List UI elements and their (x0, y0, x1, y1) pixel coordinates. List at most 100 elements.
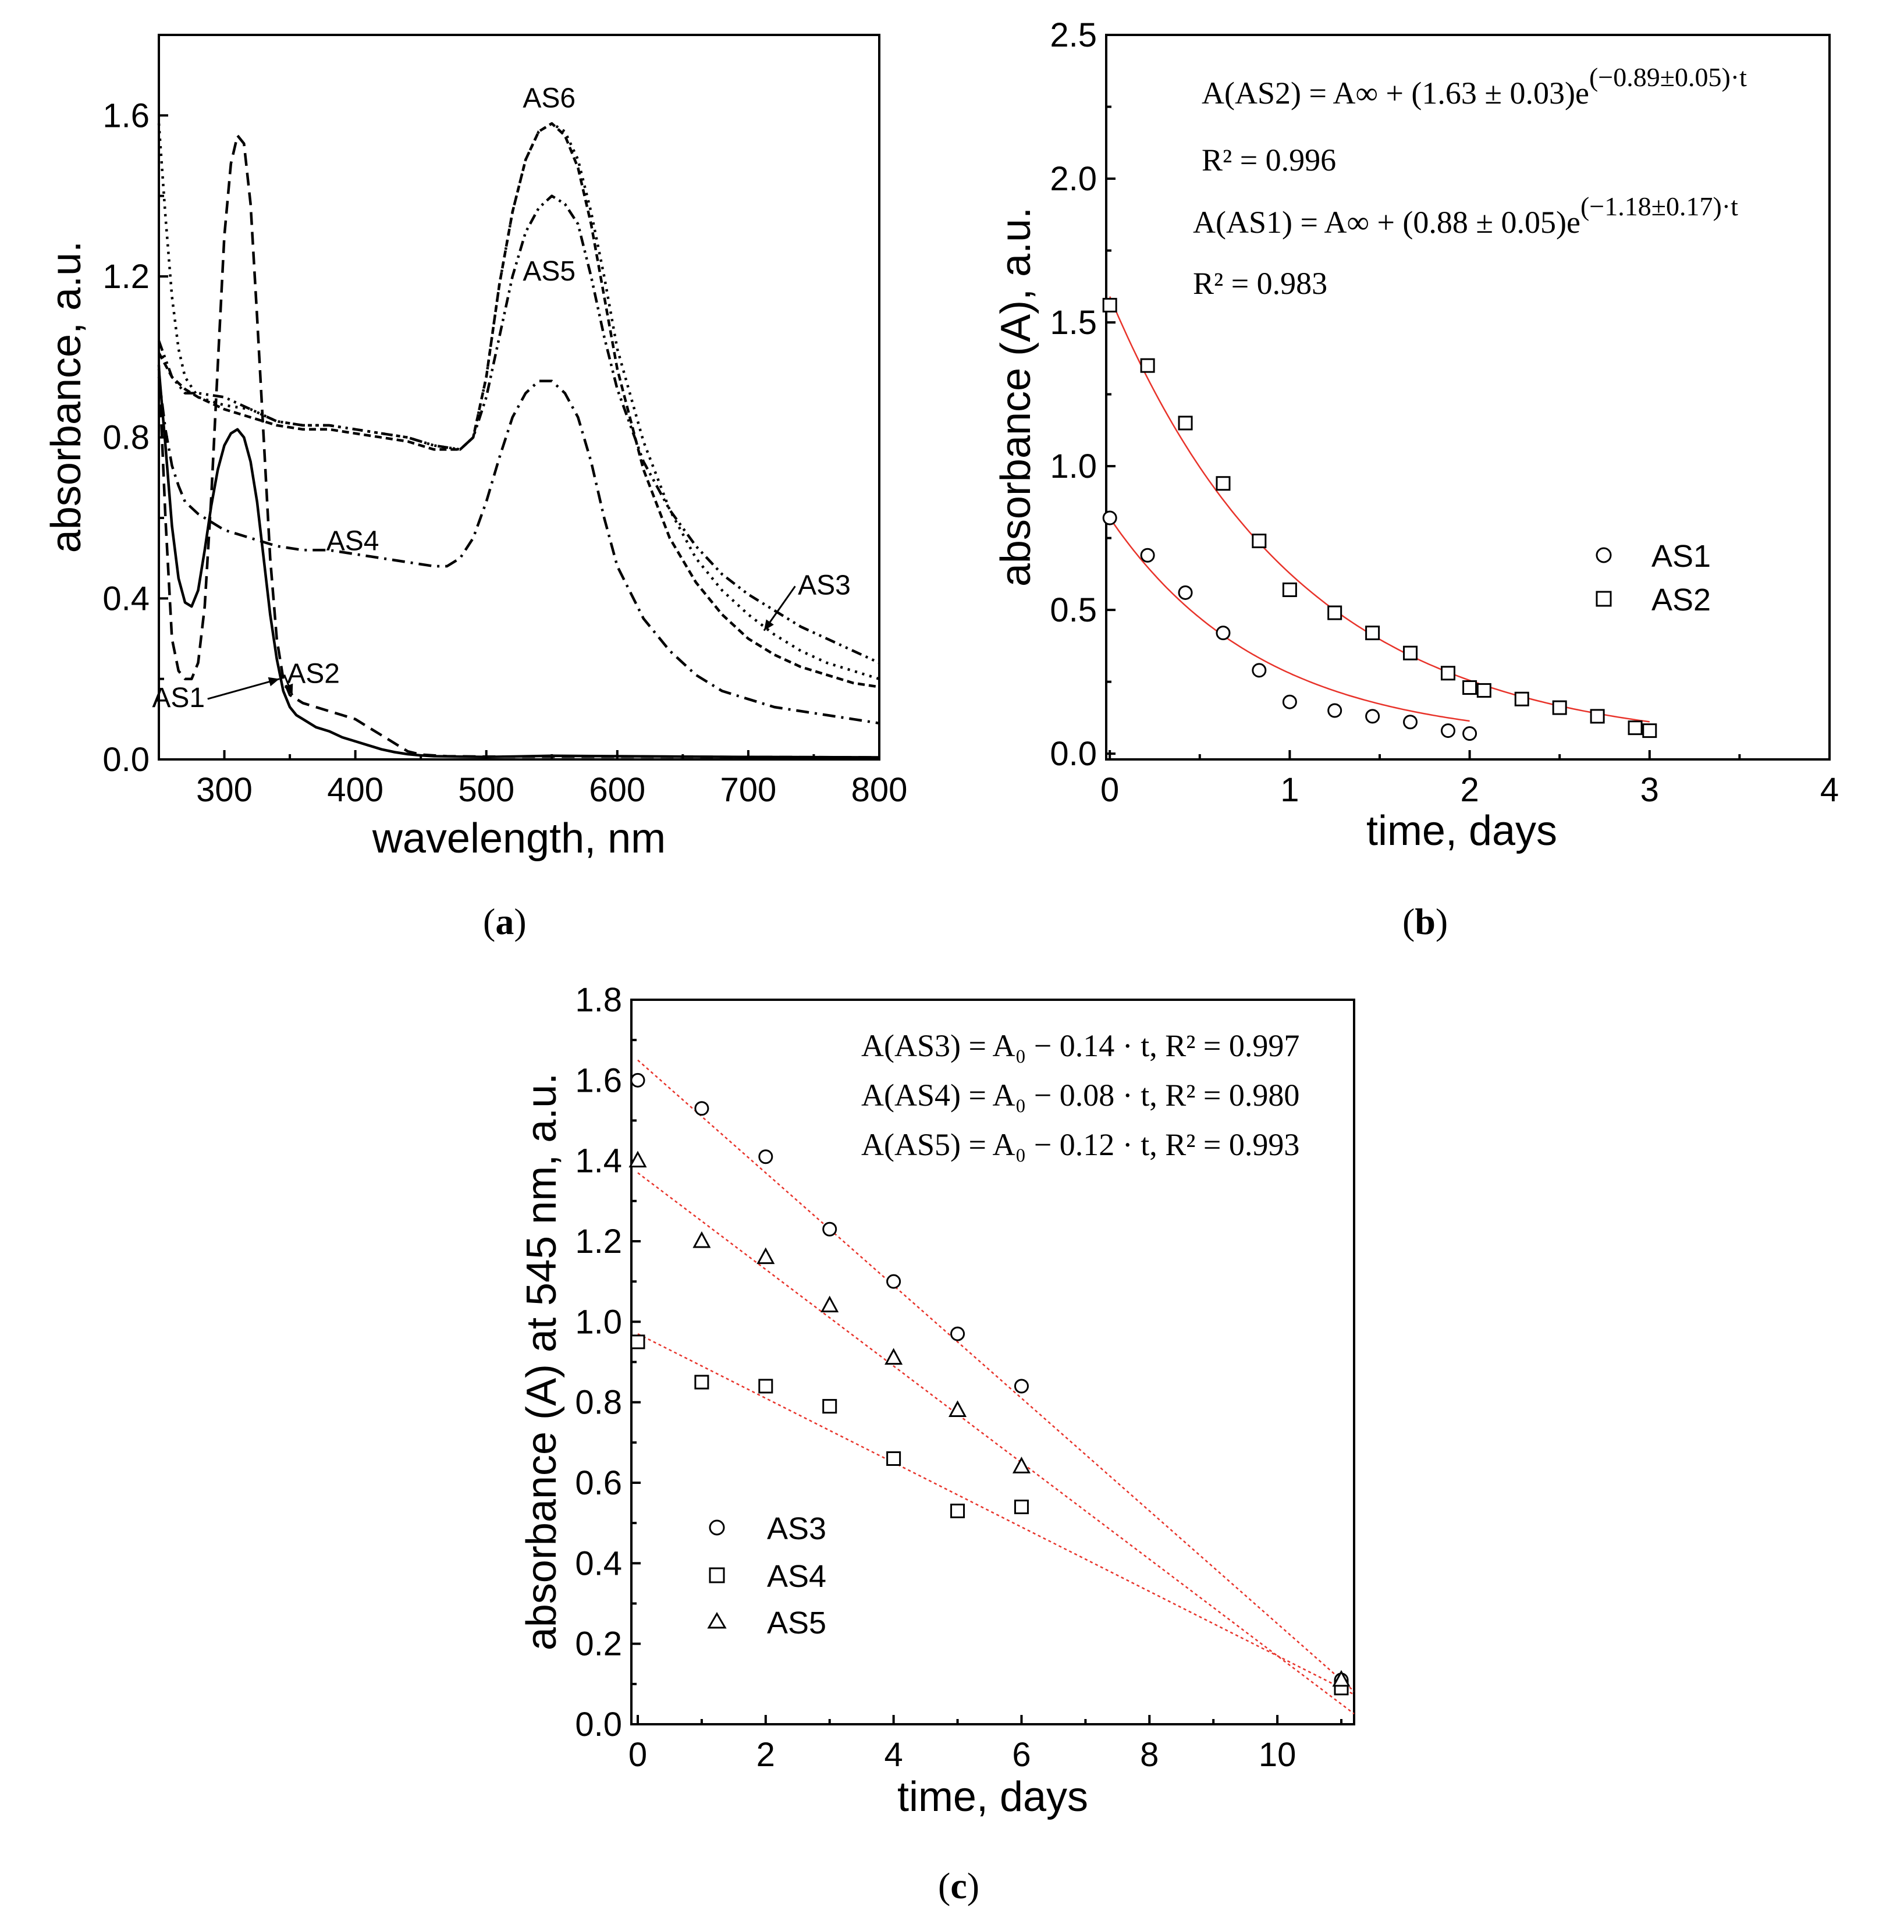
panel-b-ytick-label: 2.0 (1050, 160, 1097, 198)
panel-a-series-as5 (158, 122, 880, 688)
panel-c-caption-letter: c (950, 1865, 967, 1906)
panel-b-point-as2 (1552, 700, 1567, 715)
panel-a-ytick-label: 0.8 (102, 419, 150, 457)
panel-b: 0 1 2 3 4 0.0 0.5 1.0 1.5 2.0 2.5 A(AS2) = A∞ + (1… (993, 16, 1839, 942)
panel-c-legend: AS3 AS4 AS5 (707, 1511, 826, 1640)
panel-a-series-as6 (157, 122, 880, 680)
panel-c-xtick-label: 6 (1012, 1736, 1031, 1774)
panel-a-label-as4: AS4 (326, 525, 379, 556)
panel-c-point-as5 (692, 1231, 711, 1248)
panel-b-caption: (b) (1402, 901, 1448, 942)
panel-b-point-as1 (1102, 510, 1117, 525)
panel-a-xtick-label: 700 (720, 771, 777, 809)
panel-b-point-as2 (1403, 645, 1418, 660)
panel-c-ytick-label: 0.6 (575, 1464, 622, 1502)
panel-c-point-as5 (1012, 1457, 1031, 1473)
panel-a-xtick-label: 800 (851, 771, 908, 809)
panel-b-equation-2: R² = 0.996 (1202, 143, 1336, 177)
legend-as1-marker (1596, 547, 1612, 563)
panel-c-point-as3 (694, 1101, 709, 1116)
panel-b-xtick-label: 4 (1820, 771, 1839, 809)
panel-b-point-as2 (1440, 666, 1455, 681)
panel-c-point-as4 (950, 1503, 965, 1518)
panel-b-point-as2 (1476, 683, 1491, 698)
panel-b-xtick-label: 2 (1460, 771, 1479, 809)
panel-c-point-as4 (630, 1334, 645, 1349)
panel-a-ytick-label: 0.0 (102, 741, 150, 779)
panel-c-point-as3 (1014, 1379, 1029, 1394)
panel-b-point-as1 (1282, 694, 1297, 709)
panel-c-ytick-label: 0.4 (575, 1544, 622, 1582)
panel-c-xtick-label: 0 (628, 1736, 647, 1774)
legend-as5-marker (707, 1612, 727, 1629)
panel-c-point-as5 (756, 1247, 775, 1265)
panel-a-label-as1: AS1 (152, 683, 205, 713)
panel-c-xtick-label: 4 (884, 1736, 903, 1774)
panel-c-point-as3 (886, 1274, 901, 1289)
panel-a-series-as2 (157, 134, 880, 759)
panel-c-point-as5 (949, 1400, 967, 1417)
panel-c-point-as3 (822, 1221, 837, 1237)
panel-c-point-as5 (628, 1150, 647, 1168)
panel-b-ytick-label: 1.5 (1050, 304, 1097, 342)
panel-b-point-as1 (1462, 726, 1477, 741)
panel-c-ylabel: absorbance (A) at 545 nm, a.u. (518, 1073, 565, 1651)
panel-c-ytick-label: 1.6 (575, 1061, 622, 1099)
panel-c-ytick-label: 1.4 (575, 1142, 622, 1180)
panel-a-xtick-label: 400 (327, 771, 383, 809)
panel-b-ytick-label: 2.5 (1050, 16, 1097, 54)
panel-c-ytick-label: 1.8 (575, 981, 622, 1019)
panel-b-legend: AS1 AS2 (1596, 539, 1711, 617)
panel-c-point-as4 (1014, 1500, 1029, 1514)
panel-b-ytick-label: 1.0 (1050, 448, 1097, 485)
panel-a-ytick-label: 0.4 (102, 580, 150, 617)
panel-c-point-as5 (1332, 1670, 1351, 1687)
legend-as5-label: AS5 (767, 1606, 826, 1640)
panel-b-equation-3: A(AS1) = A∞ + (0.88 ± 0.05)e(−1.18±0.17)… (1193, 191, 1738, 240)
panel-c-point-as3 (758, 1149, 773, 1164)
panel-c-ytick-label: 1.0 (575, 1303, 622, 1341)
panel-a-xtick-label: 300 (196, 771, 253, 809)
panel-a-arrowhead-as1 (268, 677, 280, 687)
panel-b-equation-1: A(AS2) = A∞ + (1.63 ± 0.03)e(−0.89±0.05)… (1202, 62, 1747, 111)
panel-b-fit-as1 (1109, 517, 1470, 722)
panel-c-point-as5 (884, 1348, 903, 1365)
panel-b-point-as1 (1365, 709, 1380, 724)
panel-b-point-as2 (1140, 358, 1155, 373)
legend-as4-label: AS4 (767, 1559, 826, 1594)
legend-as3-marker (709, 1519, 725, 1536)
panel-c-ytick-label: 1.2 (575, 1223, 622, 1260)
panel-a-label-as3: AS3 (798, 570, 851, 601)
panel-b-xtick-label: 1 (1280, 771, 1299, 809)
panel-a-arrow-as1 (207, 678, 280, 700)
panel-c-point-as4 (822, 1399, 837, 1414)
panel-c-point-as3 (630, 1072, 645, 1088)
legend-as1-label: AS1 (1651, 539, 1711, 574)
legend-as3-label: AS3 (767, 1511, 826, 1546)
panel-b-point-as2 (1462, 680, 1477, 695)
panel-a-arrowhead-as2 (284, 683, 293, 695)
panel-a-caption: (a) (483, 901, 527, 942)
panel-a-caption-letter: a (495, 901, 514, 942)
panel-b-point-as1 (1440, 723, 1455, 738)
panel-b-point-as1 (1327, 703, 1342, 718)
panel-b-xtick-label: 0 (1100, 771, 1119, 809)
panel-b-frame (1105, 34, 1831, 761)
panel-c-equation-2: A(AS4) = A₀ − 0.08 · t, R² = 0.980 (861, 1078, 1299, 1113)
panel-b-point-as2 (1282, 583, 1297, 598)
panel-c-ytick-label: 0.0 (575, 1706, 622, 1743)
panel-b-point-as2 (1590, 709, 1605, 724)
panel-b-xtick-label: 3 (1640, 771, 1659, 809)
panel-b-point-as1 (1140, 548, 1155, 563)
panel-b-fit-as2 (1109, 296, 1650, 723)
panel-b-point-as1 (1403, 715, 1418, 730)
panel-b-ytick-label: 0.5 (1050, 591, 1097, 629)
panel-c-equation-1: A(AS3) = A₀ − 0.14 · t, R² = 0.997 (861, 1028, 1299, 1063)
panel-b-point-as2 (1216, 476, 1231, 491)
panel-c-ytick-label: 0.2 (575, 1625, 622, 1663)
panel-a-label-as2: AS2 (287, 659, 340, 690)
panel-b-point-as2 (1252, 534, 1267, 549)
panel-c-point-as4 (886, 1451, 901, 1466)
legend-as2-marker (1596, 591, 1612, 607)
